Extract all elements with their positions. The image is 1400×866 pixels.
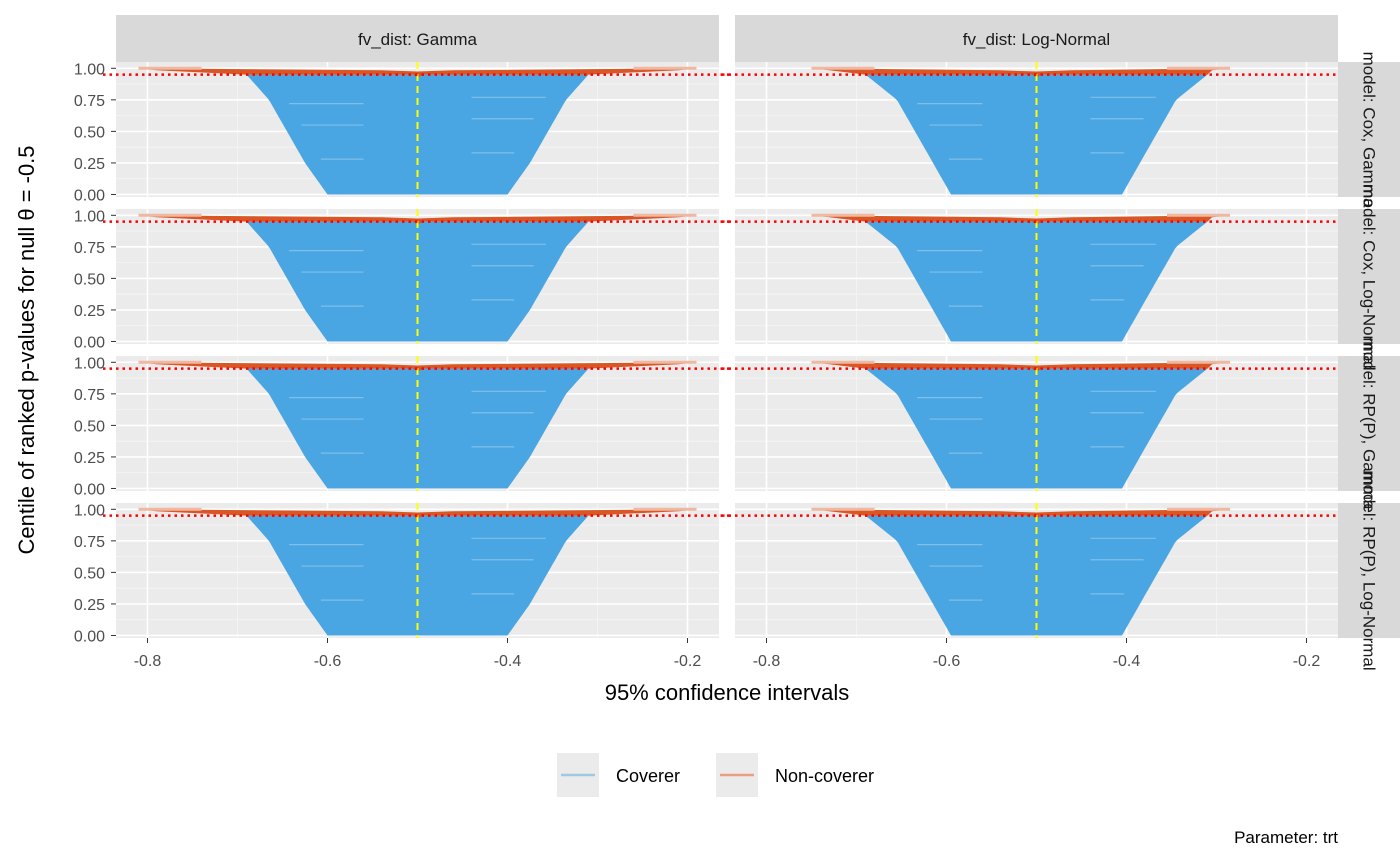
col-strip-label: fv_dist: Gamma [358,30,478,49]
row-strip-label: model: RP(P), Log-Normal [1360,470,1379,670]
noncoverer-band [811,215,1230,225]
row-strip [1338,209,1400,344]
noncoverer-band [811,509,1230,519]
y-tick-label: 0.00 [74,334,105,351]
y-tick-label: 0.25 [74,156,105,173]
y-tick-label: 0.50 [74,565,105,582]
col-strip-lognormal [735,15,1338,62]
x-tick-label: -0.2 [1293,653,1321,670]
row-strip-label: model: Cox, Log-Normal [1360,184,1379,368]
y-tick-label: 0.50 [74,124,105,141]
x-tick-label: -0.6 [314,653,342,670]
x-tick-label: -0.2 [674,653,702,670]
facet-panel [116,209,719,344]
y-tick-label: 0.25 [74,450,105,467]
y-tick-label: 0.75 [74,240,105,257]
row-strips: model: Cox, Gamma model: Cox, Log-Normal… [1338,52,1400,671]
noncoverer-band [138,215,697,225]
noncoverer-band [811,362,1230,372]
y-tick-label: 0.75 [74,387,105,404]
x-tick-label: -0.8 [753,653,781,670]
facet-panel [735,503,1338,638]
noncoverer-band [138,509,697,519]
y-tick-label: 1.00 [74,355,105,372]
x-tick-label: -0.4 [494,653,522,670]
x-axis-title: 95% confidence intervals [605,680,850,705]
row-strip-label: model: RP(P), Gamma [1360,338,1379,510]
ticks-layer: 0.00 0.25 0.50 0.75 1.00 0.00 0.25 0.50 0.75 1.00… [74,61,1321,670]
x-tick-label: -0.4 [1113,653,1141,670]
facet-panel [116,62,719,197]
noncoverer-band [138,362,697,372]
legend-label-noncoverer: Non-coverer [775,766,874,786]
noncoverer-band [811,68,1230,78]
x-tick-label: -0.6 [933,653,961,670]
facet-panel [116,356,719,491]
caption: Parameter: trt [1234,828,1338,847]
facet-panel [735,356,1338,491]
y-tick-label: 1.00 [74,502,105,519]
y-tick-label: 1.00 [74,208,105,225]
facet-panel [735,62,1338,197]
y-tick-label: 0.00 [74,628,105,645]
panels-layer [103,62,1350,638]
row-strip [1338,356,1400,491]
y-tick-label: 0.75 [74,534,105,551]
col-strip-label: fv_dist: Log-Normal [963,30,1110,49]
noncoverer-band [138,68,697,78]
col-strip-gamma [116,15,719,62]
y-tick-label: 0.50 [74,418,105,435]
y-tick-label: 0.00 [74,187,105,204]
y-tick-label: 0.25 [74,597,105,614]
facet-panel [735,209,1338,344]
facet-panel [116,503,719,638]
row-strip-label: model: Cox, Gamma [1360,52,1379,208]
x-tick-label: -0.8 [134,653,162,670]
y-axis-title: Centile of ranked p-values for null θ = … [14,145,39,554]
row-strip [1338,503,1400,638]
y-tick-label: 1.00 [74,61,105,78]
y-tick-label: 0.25 [74,303,105,320]
row-strip [1338,62,1400,197]
legend-label-coverer: Coverer [616,766,680,786]
legend: Coverer Non-coverer [557,753,874,797]
y-tick-label: 0.00 [74,481,105,498]
y-tick-label: 0.75 [74,93,105,110]
y-tick-label: 0.50 [74,271,105,288]
